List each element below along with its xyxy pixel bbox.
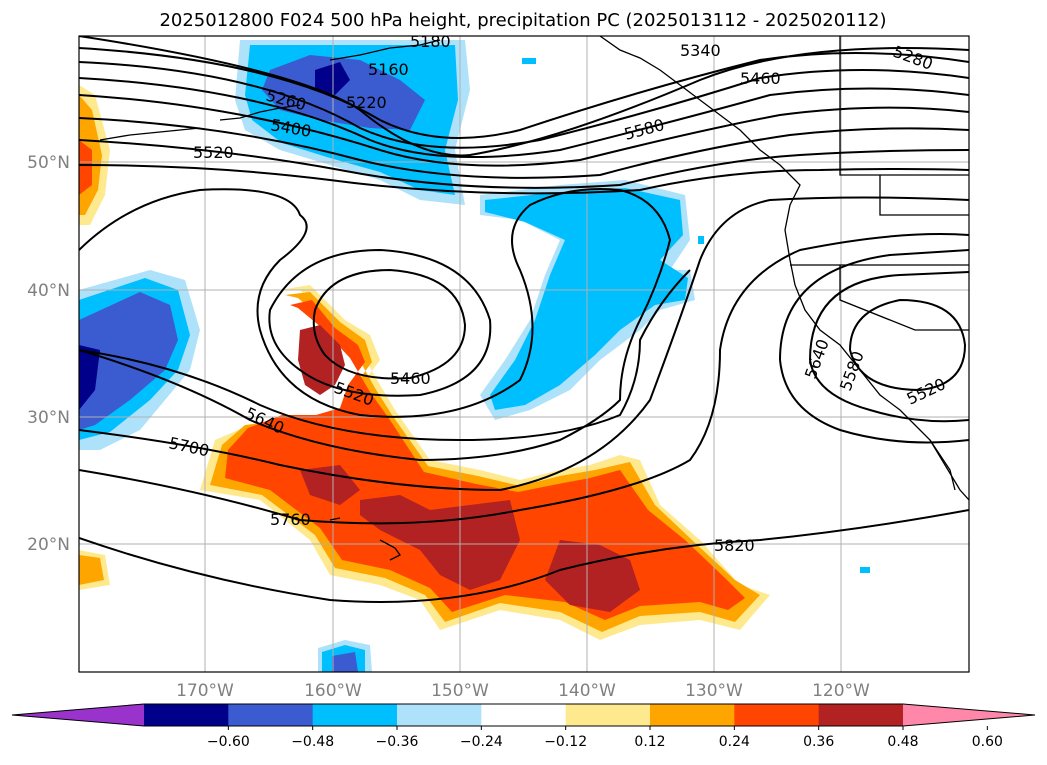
precip-fill-layer xyxy=(79,40,870,672)
colorbar-tick-label: 0.48 xyxy=(887,734,918,750)
lon-label: 150°W xyxy=(431,681,489,701)
lat-label: 50°N xyxy=(27,153,70,173)
contour-label: 5340 xyxy=(680,41,721,60)
colorbar-tick-label: −0.12 xyxy=(544,734,587,750)
colorbar-swatch xyxy=(397,704,482,726)
plot-frame xyxy=(78,35,970,673)
colorbar-swatch xyxy=(312,704,398,726)
latitude-labels: 50°N 40°N 30°N 20°N xyxy=(27,153,70,555)
contour-label: 5220 xyxy=(346,93,387,112)
contour-label: 5820 xyxy=(714,536,755,555)
colorbar-tick-label: 0.12 xyxy=(634,734,665,750)
colorbar-tick-label: −0.24 xyxy=(460,734,503,750)
colorbar-tick-label: −0.36 xyxy=(376,734,419,750)
colorbar-swatch xyxy=(144,704,229,726)
lon-label: 170°W xyxy=(176,681,234,701)
longitude-labels: 170°W 160°W 150°W 140°W 130°W 120°W xyxy=(176,681,870,701)
colorbar-swatch xyxy=(650,704,735,726)
colorbar-tick-label: 0.24 xyxy=(719,734,750,750)
contour-label: 5460 xyxy=(740,69,781,88)
colorbar-swatch xyxy=(228,704,314,726)
colorbar-swatch xyxy=(818,704,904,726)
contour-label: 5760 xyxy=(270,510,311,529)
figure-title: 2025012800 F024 500 hPa height, precipit… xyxy=(159,10,886,31)
colorbar-tick-label: −0.60 xyxy=(207,734,250,750)
colorbar: −0.60 −0.48 −0.36 −0.24 −0.12 0.12 0.24 0.36 0.4… xyxy=(11,703,1036,750)
colorbar-tick-label: 0.36 xyxy=(803,734,834,750)
colorbar-extend-max xyxy=(903,704,1035,726)
colorbar-swatch xyxy=(481,704,567,726)
lon-label: 130°W xyxy=(685,681,743,701)
colorbar-tick-label: −0.48 xyxy=(291,734,334,750)
colorbar-swatch xyxy=(734,704,820,726)
lon-label: 140°W xyxy=(558,681,616,701)
height-contours xyxy=(79,36,969,603)
lon-label: 160°W xyxy=(304,681,362,701)
contour-label: 5180 xyxy=(410,32,451,51)
colorbar-tick-label: 0.60 xyxy=(972,734,1003,750)
colorbar-outline xyxy=(11,703,1036,727)
lat-label: 40°N xyxy=(27,281,70,301)
graticule xyxy=(79,36,969,672)
contour-label: 5520 xyxy=(193,143,234,162)
colorbar-swatch xyxy=(565,704,651,726)
lat-label: 30°N xyxy=(27,408,70,428)
coastlines xyxy=(99,36,969,561)
lat-label: 20°N xyxy=(27,535,70,555)
colorbar-extend-min xyxy=(12,704,144,726)
lon-label: 120°W xyxy=(812,681,870,701)
contour-label: 5460 xyxy=(390,369,431,388)
contour-label: 5160 xyxy=(368,60,409,79)
